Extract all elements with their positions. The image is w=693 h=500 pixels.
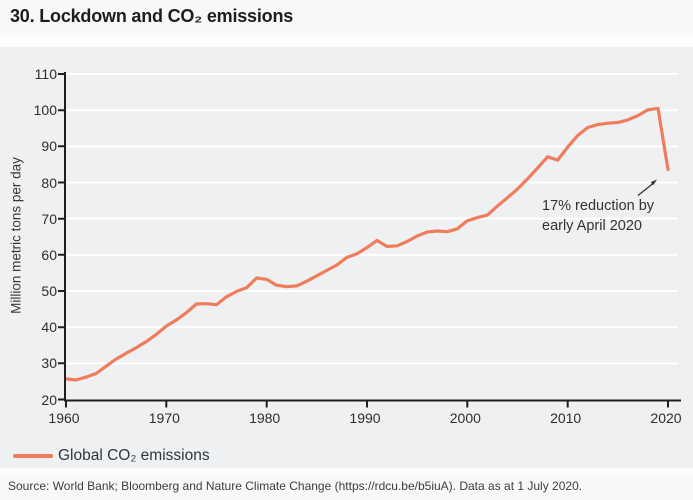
y-tick-label: 50 [41, 283, 57, 299]
y-tick-label: 90 [41, 138, 57, 155]
y-axis-title: Million metric tons per day [8, 157, 24, 314]
divider [0, 33, 693, 47]
x-tick-label: 1990 [349, 410, 381, 426]
x-tick-label: 1960 [48, 410, 80, 426]
legend-label: Global CO₂ emissions [58, 447, 210, 464]
annotation-arrow [637, 182, 654, 196]
y-tick-label: 80 [41, 174, 57, 191]
x-tick-label: 2020 [650, 410, 682, 426]
y-tick-label: 20 [41, 391, 57, 408]
x-tick-label: 1980 [249, 410, 281, 426]
source-note: Source: World Bank; Bloomberg and Nature… [8, 479, 583, 493]
emissions-line [64, 106, 670, 382]
y-tick-label: 100 [33, 102, 57, 119]
annotation-line-2: early April 2020 [542, 218, 642, 234]
y-tick-label: 40 [41, 319, 57, 336]
y-tick-label: 30 [41, 355, 57, 372]
x-tick-label: 2000 [449, 410, 481, 426]
divider [0, 468, 693, 475]
x-tick-label: 2010 [550, 410, 582, 426]
page-title: 30. Lockdown and CO₂ emissions [10, 6, 294, 26]
axis-ticks [58, 73, 669, 408]
annotation-arrowhead [650, 179, 657, 186]
annotation-17-percent-reduction: 17% reduction by early April 2020 [542, 196, 654, 236]
y-tick-label: 60 [41, 246, 57, 263]
legend-line-swatch [13, 454, 53, 458]
x-tick-label: 1970 [148, 410, 180, 426]
annotation-line-1: 17% reduction by [542, 198, 655, 214]
y-tick-label: 70 [41, 210, 57, 227]
y-tick-label: 110 [34, 66, 57, 82]
